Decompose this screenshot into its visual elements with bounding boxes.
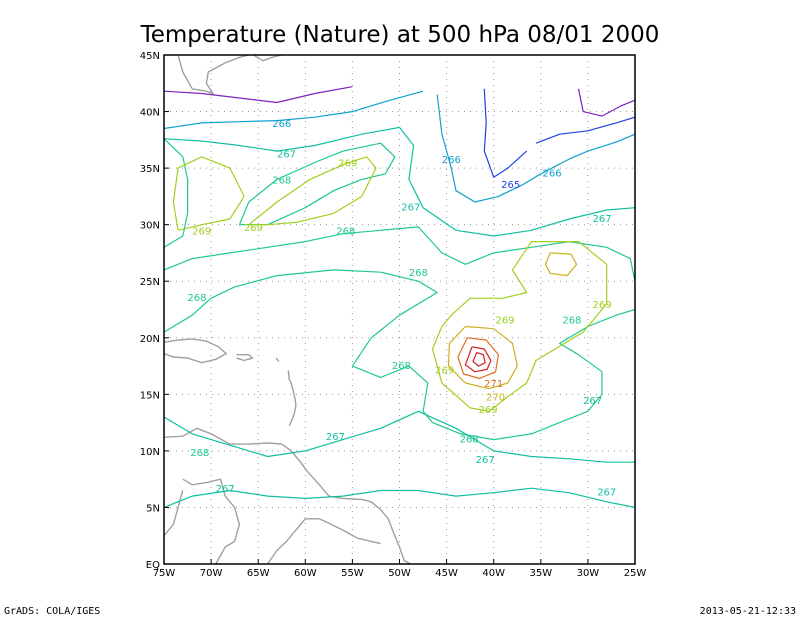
- contour-line-268: [163, 226, 636, 282]
- contour-line-269: [172, 156, 245, 231]
- y-tick-label: 10N: [140, 447, 160, 458]
- x-tick-label: 30W: [577, 568, 600, 579]
- x-tick-label: 60W: [294, 568, 317, 579]
- contour-label: 268: [409, 268, 428, 279]
- coastline-segment: [163, 490, 184, 537]
- contour-label: 269: [244, 223, 263, 234]
- temperature-contours: [163, 86, 636, 508]
- contour-line-268: [238, 142, 396, 226]
- contour-label: 268: [187, 293, 206, 304]
- x-tick-label: 75W: [153, 568, 176, 579]
- y-tick-label: 20N: [140, 334, 160, 345]
- coastline-segment: [275, 357, 280, 362]
- coastline-segment: [163, 427, 412, 565]
- contour-label: 266: [442, 155, 461, 166]
- coastline-segment: [287, 370, 297, 427]
- contour-line-270: [544, 252, 578, 277]
- footer-credit: GrADS: COLA/IGES: [4, 606, 100, 617]
- x-tick-label: 55W: [341, 568, 364, 579]
- contour-line-267: [163, 487, 636, 508]
- contour-line-267: [163, 126, 636, 237]
- coastline-segment: [267, 518, 381, 565]
- contour-label: 269: [435, 365, 454, 376]
- x-tick-label: 45W: [435, 568, 458, 579]
- contour-label: 268: [392, 361, 411, 372]
- contour-label: 268: [272, 175, 291, 186]
- y-tick-label: 45N: [140, 51, 160, 62]
- x-tick-label: 40W: [482, 568, 505, 579]
- contour-label: 268: [190, 448, 209, 459]
- x-tick-label: 65W: [247, 568, 270, 579]
- contour-label: 267: [583, 396, 602, 407]
- contour-label: 266: [272, 119, 291, 130]
- longitude-axis: 75W 70W 65W 60W 55W 50W 45W 40W 35W 30W 25W: [153, 559, 647, 579]
- y-tick-label: 40N: [140, 108, 160, 119]
- contour-label: 267: [476, 455, 495, 466]
- x-tick-label: 35W: [529, 568, 552, 579]
- contour-label: 269: [592, 300, 611, 311]
- coastline-segment: [182, 478, 241, 565]
- contour-label: 265: [501, 180, 520, 191]
- coastline-segment: [236, 354, 254, 362]
- x-tick-label: 25W: [624, 568, 647, 579]
- contour-label: 267: [277, 149, 296, 160]
- contour-line-268: [163, 138, 189, 248]
- contour-label: 267: [326, 432, 345, 443]
- contour-label: 268: [460, 434, 479, 445]
- contour-line-265: [483, 88, 528, 178]
- contour-line-269: [248, 156, 377, 226]
- y-tick-label: 15N: [140, 390, 160, 401]
- contour-label: 267: [592, 214, 611, 225]
- y-tick-label: 5N: [146, 503, 160, 514]
- contour-line-269: [431, 241, 608, 412]
- contour-label: 267: [401, 203, 420, 214]
- contour-line-266: [163, 90, 424, 130]
- contour-line-264: [163, 86, 353, 104]
- latitude-axis: EQ 5N 10N 15N 20N 25N 30N 35N 40N 45N: [140, 51, 169, 571]
- contour-line-264: [577, 88, 636, 117]
- contour-line-272: [464, 346, 492, 373]
- y-tick-label: 30N: [140, 221, 160, 232]
- contour-label: 269: [495, 316, 514, 327]
- contour-line-273: [472, 351, 486, 367]
- contour-label: 268: [336, 226, 355, 237]
- contour-label: 267: [597, 488, 616, 499]
- contour-label: 267: [216, 484, 235, 495]
- contour-line-265: [535, 116, 636, 144]
- footer-timestamp: 2013-05-21-12:33: [700, 606, 796, 617]
- y-tick-label: 25N: [140, 277, 160, 288]
- x-tick-label: 70W: [200, 568, 223, 579]
- chart-title: Temperature (Nature) at 500 hPa 08/01 20…: [140, 22, 660, 48]
- contour-label: 271: [484, 379, 503, 390]
- contour-label: 270: [486, 393, 505, 404]
- coastline-segment: [163, 338, 228, 364]
- contour-label: 269: [192, 226, 211, 237]
- coastline-segment: [253, 54, 282, 62]
- y-tick-label: 35N: [140, 164, 160, 175]
- contour-label: 269: [338, 158, 357, 169]
- contour-line-266: [436, 94, 636, 203]
- coastline-segment: [177, 54, 249, 95]
- contour-line-267: [163, 410, 635, 463]
- x-tick-label: 50W: [388, 568, 411, 579]
- coastline-layer: [163, 54, 412, 565]
- contour-label: 266: [543, 169, 562, 180]
- contour-line-271: [457, 337, 499, 380]
- y-tick-label: EQ: [146, 560, 160, 571]
- contour-line-270: [447, 325, 518, 390]
- contour-label: 269: [479, 405, 498, 416]
- contour-label: 268: [562, 316, 581, 327]
- contour-line-268: [163, 269, 636, 441]
- contour-labels: 266 267 266 265 266 268 269 267 267 269 269 268 268 2…: [187, 119, 616, 499]
